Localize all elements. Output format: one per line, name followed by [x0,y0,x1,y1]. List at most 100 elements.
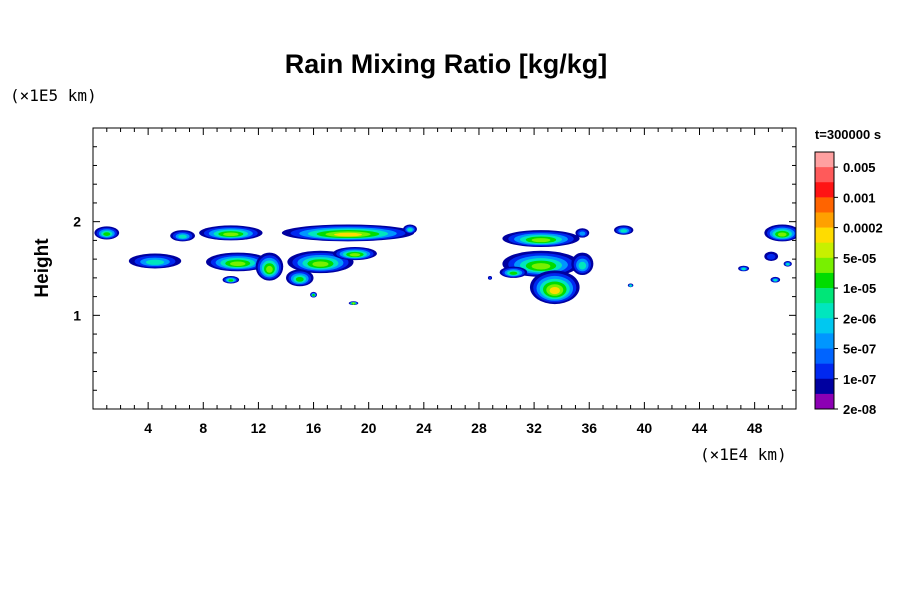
contour-band [230,261,246,266]
contour-band [549,287,560,295]
rain-cell [614,225,634,235]
contour-band [773,278,778,282]
contour-band [620,229,628,233]
rain-cell [502,230,580,247]
colorbar-frame [814,151,835,410]
colorbar-swatch [815,288,834,304]
contour-band [266,265,273,273]
rain-cell [170,230,196,242]
time-label: t=300000 s [815,127,881,142]
contour-band [145,259,165,265]
colorbar-label: 1e-07 [843,372,876,387]
x-tick-label: 8 [199,420,207,436]
x-unit-label: (×1E4 km) [700,445,787,464]
rain-cell [738,265,750,272]
x-tick-label: 4 [144,420,152,436]
colorbar-swatch [815,227,834,244]
rain-cell [222,275,240,284]
rain-cell [770,276,781,283]
rain-cell [348,301,359,306]
rain-cells [94,224,796,306]
contour-band [407,228,413,232]
contour-band [629,284,632,287]
colorbar-label: 2e-08 [843,402,876,417]
y-tick-label: 2 [73,214,81,230]
contour-band [312,294,315,297]
colorbar-swatch [815,212,834,228]
contour-band [103,232,111,236]
colorbar-swatch [815,242,834,259]
colorbar-swatch [815,257,834,274]
x-tick-label: 28 [471,420,487,436]
rain-cell [287,250,354,274]
contour-band [509,271,518,275]
plot-frame [92,127,797,410]
rain-cell [575,228,590,238]
colorbar-label: 5e-07 [843,342,876,357]
contour-band [334,232,362,237]
rain-cell [285,269,314,287]
rain-cell [199,225,263,241]
colorbar-label: 2e-06 [843,311,876,326]
y-unit-label: (×1E5 km) [10,86,97,105]
chart-title: Rain Mixing Ratio [kg/kg] [285,49,608,79]
x-tick-label: 44 [692,420,708,436]
rain-cell [281,224,415,242]
contour-band [228,279,234,282]
colorbar-swatch [815,393,834,410]
contour-band [178,234,187,239]
rain-cell [255,252,284,281]
colorbar-label: 5e-05 [843,251,876,266]
colorbar-swatch [815,318,834,334]
contour-band [531,263,551,270]
colorbar-swatch [815,197,834,213]
rain-cell [571,252,594,276]
rain-cell [487,275,493,280]
x-tick-label: 40 [637,420,653,436]
rain-cell [627,283,634,288]
y-tick-label: 1 [73,307,81,323]
contour-band [223,232,239,237]
rain-cell [499,266,528,278]
contour-band [488,276,492,280]
y-axis-label: Height [32,238,53,298]
colorbar-swatch [815,378,834,395]
rain-cell [332,246,377,261]
colorbar-swatch [815,303,834,319]
colorbar-swatch [815,182,834,198]
x-tick-label: 36 [581,420,597,436]
x-tick-label: 24 [416,420,432,436]
x-tick-label: 32 [526,420,542,436]
contour-band [349,253,361,257]
rain-cell [529,270,580,305]
colorbar-label: 0.0002 [843,221,883,236]
rain-cell [403,224,417,234]
x-tick-label: 20 [361,420,377,436]
x-tick-label: 16 [306,420,322,436]
rain-cell [310,291,317,298]
x-tick-label: 12 [251,420,267,436]
rain-cell [206,252,270,272]
contour-band [578,261,587,270]
rain-cell [783,261,792,267]
rain-cell [94,226,120,240]
contour-band [579,231,586,236]
contour-band [741,267,746,271]
colorbar-label: 0.005 [843,160,876,175]
colorbar-swatch [815,348,834,364]
colorbar-swatch [815,272,834,289]
x-tick-label: 48 [747,420,763,436]
contour-band [531,238,551,243]
contour-band [295,276,304,282]
rain-cell [128,253,182,269]
contour-band [312,261,329,267]
contour-band [352,302,355,305]
colorbar-label: 0.001 [843,190,876,205]
contour-band [766,253,776,260]
contour-band [786,263,790,266]
contour-band [777,232,787,237]
colorbar: 0.005 0.001 0.0002 5e-05 1e-05 2e-06 5e-07 1e-0… [814,151,883,417]
rain-cell [764,224,796,242]
